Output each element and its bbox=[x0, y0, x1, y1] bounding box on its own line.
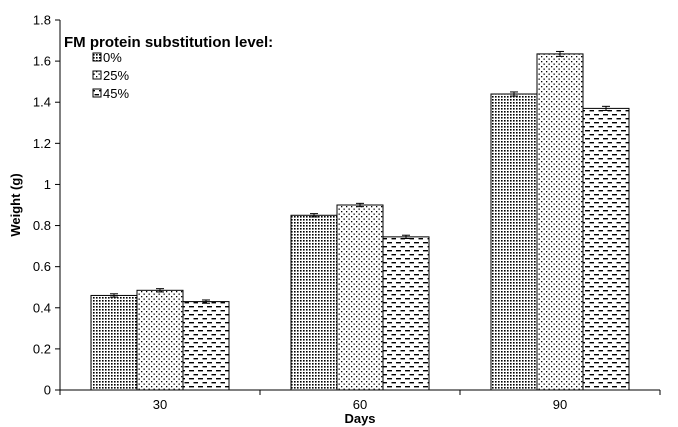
x-axis-ticks: 30 60 90 bbox=[59, 390, 661, 412]
y-tick-label: 0.8 bbox=[33, 218, 51, 233]
y-tick-label: 0.6 bbox=[33, 259, 51, 274]
legend-label: 45% bbox=[103, 86, 129, 101]
y-tick-label: 1.2 bbox=[33, 136, 51, 151]
bar-0pct-day-90 bbox=[490, 93, 538, 391]
x-axis-title: Days bbox=[344, 411, 375, 426]
error-bars bbox=[110, 50, 610, 304]
legend-label: 0% bbox=[103, 50, 122, 65]
y-tick-label: 0.2 bbox=[33, 341, 51, 356]
bar-45pct-day-30 bbox=[182, 301, 230, 391]
legend-items: 0% 25% 45% bbox=[92, 50, 129, 101]
legend: FM protein substitution level: 0% 25% 45% bbox=[64, 34, 273, 101]
y-tick-label: 0.4 bbox=[33, 300, 51, 315]
bar-25pct-day-60 bbox=[336, 204, 384, 391]
legend-swatch bbox=[92, 52, 102, 62]
x-tick-label: 30 bbox=[153, 397, 167, 412]
y-axis-ticks: 0 0.2 0.4 0.6 0.8 1 1.2 1.4 1.6 1.8 bbox=[33, 13, 60, 398]
y-axis-title: Weight (g) bbox=[8, 173, 23, 236]
legend-swatch bbox=[92, 70, 102, 80]
legend-label: 25% bbox=[103, 68, 129, 83]
y-tick-label: 0 bbox=[44, 383, 51, 398]
y-tick-label: 1 bbox=[44, 177, 51, 192]
plot-bars bbox=[90, 53, 630, 391]
legend-swatch bbox=[92, 88, 102, 98]
bar-0pct-day-30 bbox=[90, 294, 138, 391]
bar-25pct-day-30 bbox=[136, 289, 184, 391]
y-tick-label: 1.4 bbox=[33, 95, 51, 110]
x-tick-label: 60 bbox=[353, 397, 367, 412]
y-tick-label: 1.8 bbox=[33, 13, 51, 28]
bar-45pct-day-60 bbox=[382, 236, 430, 391]
y-tick-label: 1.6 bbox=[33, 54, 51, 69]
legend-title: FM protein substitution level: bbox=[64, 34, 273, 51]
bar-0pct-day-60 bbox=[290, 214, 338, 391]
bar-45pct-day-90 bbox=[582, 107, 630, 391]
bar-25pct-day-90 bbox=[536, 53, 584, 391]
x-tick-label: 90 bbox=[553, 397, 567, 412]
